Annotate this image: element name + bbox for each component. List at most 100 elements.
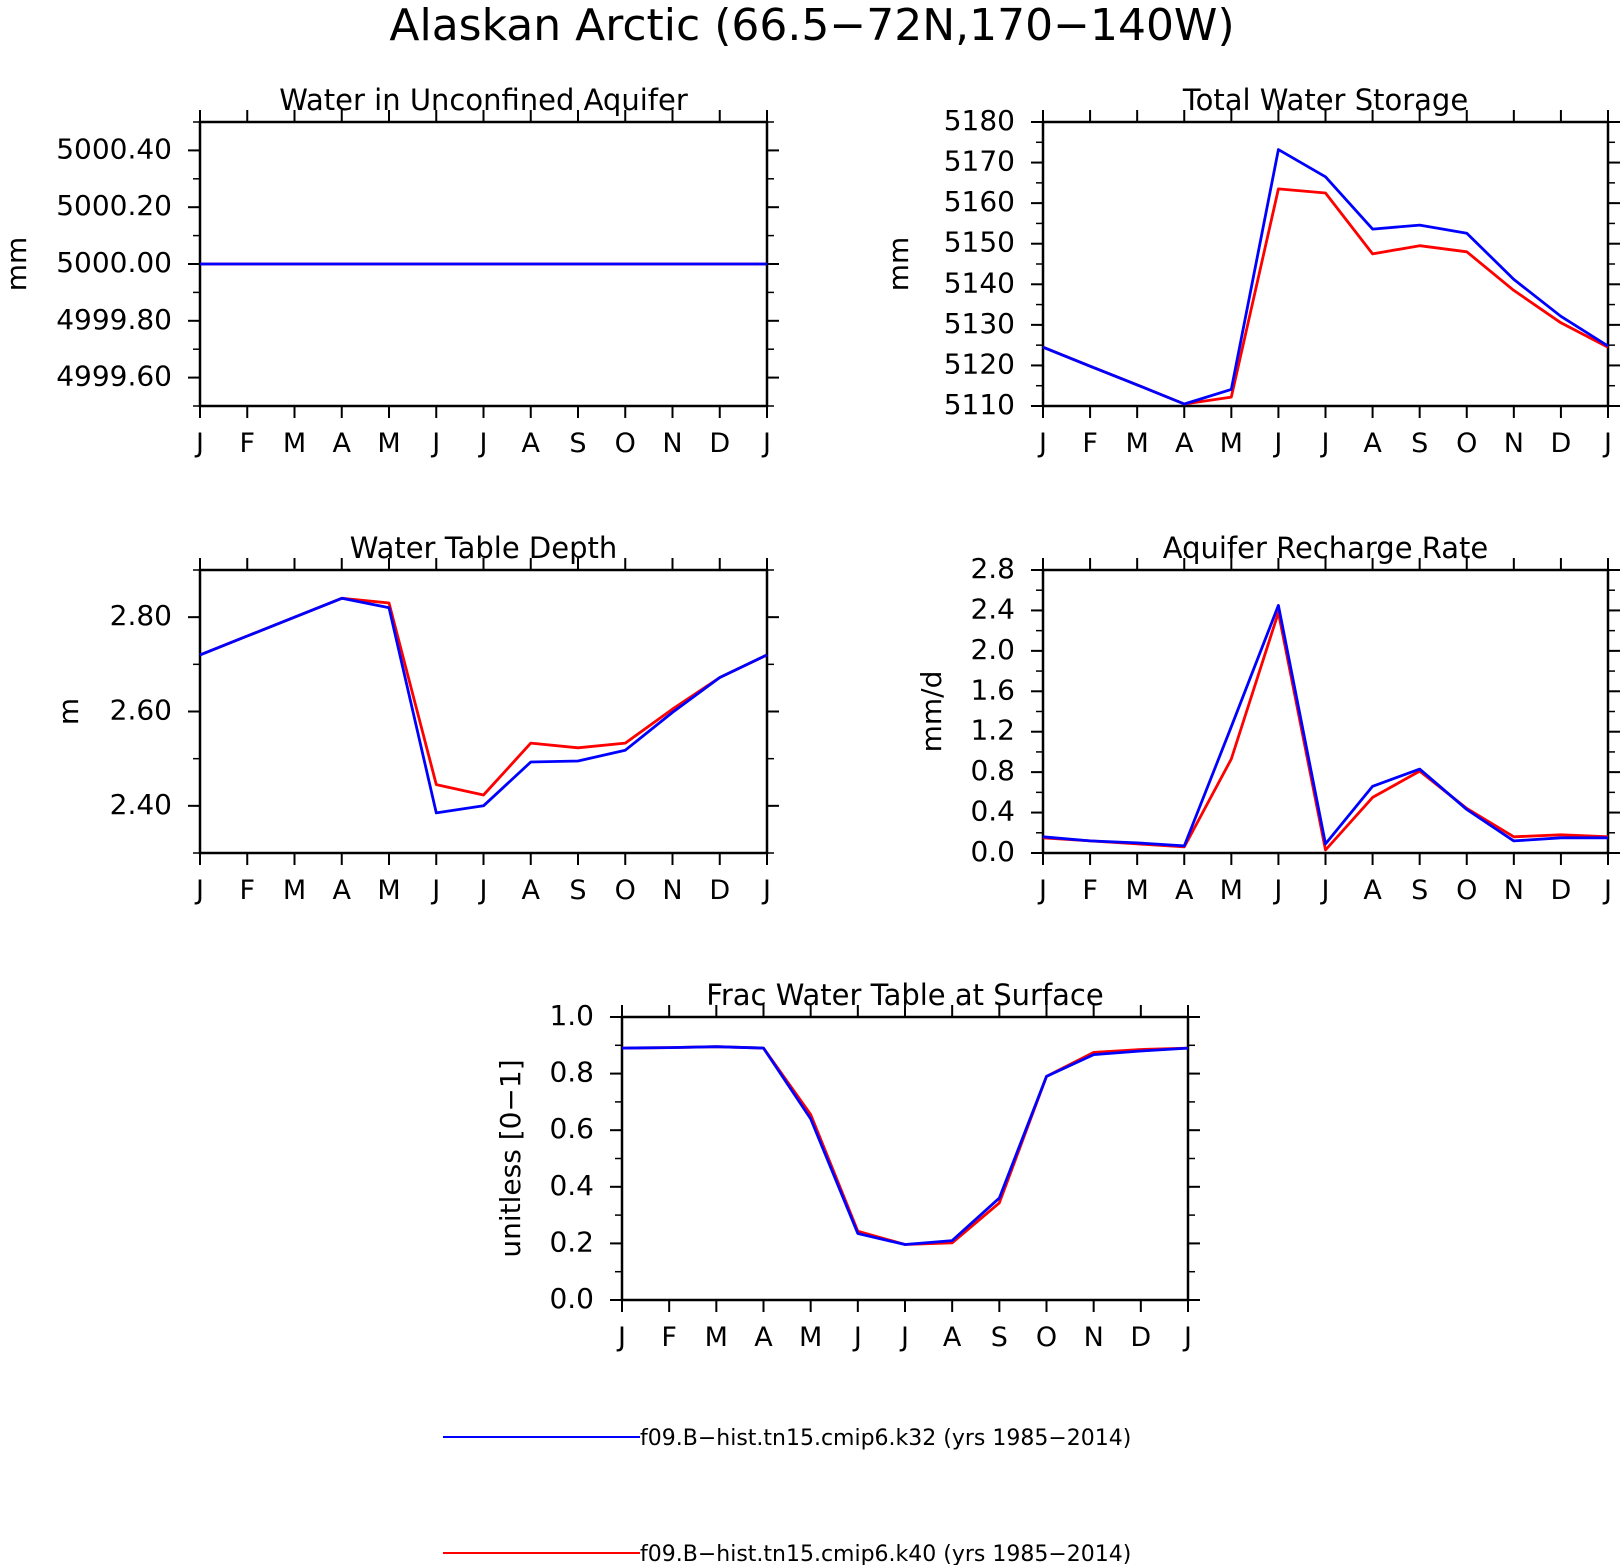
x-tick-label: J [478,875,488,906]
legend-label-k32: f09.B−hist.tn15.cmip6.k32 (yrs 1985−2014… [640,1426,1131,1451]
x-tick-label: A [1175,875,1194,906]
plot-frame [1041,568,1610,855]
y-tick-label: 5140 [944,266,1015,299]
y-tick-label: 0.4 [970,795,1015,828]
series-line [621,1045,1189,1246]
x-tick-label: J [478,428,488,459]
y-tick-label: 0.6 [549,1112,594,1145]
y-tick-label: 1.2 [970,714,1015,747]
x-tick-label: M [1220,875,1243,906]
y-tick-label: 5180 [944,104,1015,137]
x-tick-label: M [377,875,400,906]
x-tick-label: N [662,428,682,459]
x-tick-label: A [333,875,352,906]
y-tick-label: 0.0 [970,835,1015,868]
x-tick-label: J [194,428,204,459]
x-tick-label: D [1551,875,1572,906]
x-tick-label: A [943,1322,962,1353]
y-tick-label: 2.60 [110,694,172,727]
x-tick-label: O [1456,875,1477,906]
figure-title: Alaskan Arctic (66.5−72N,170−140W) [389,0,1234,51]
x-tick-label: O [615,875,636,906]
series-line [1042,187,1609,406]
y-tick-label: 0.4 [549,1169,594,1202]
y-tick-label: 5000.00 [56,246,172,279]
x-tick-label: D [709,428,730,459]
x-tick-label: M [1126,875,1149,906]
y-tick-label: 2.40 [110,788,172,821]
x-tick-label: J [1037,428,1047,459]
x-tick-label: M [377,428,400,459]
series-line [1042,148,1609,406]
y-tick-label: 5000.20 [56,189,172,222]
x-tick-label: J [1272,875,1282,906]
y-tick-label: 4999.60 [56,360,172,393]
y-axis-label: mm [882,237,915,292]
y-tick-label: 4999.80 [56,303,172,336]
series-line [1042,604,1608,848]
y-tick-label: 0.8 [970,754,1015,787]
x-tick-label: O [615,428,636,459]
y-tick-label: 2.80 [110,599,172,632]
x-tick-label: O [1456,428,1477,459]
x-tick-label: A [522,428,541,459]
x-tick-label: A [754,1322,773,1353]
x-tick-label: J [1037,875,1047,906]
x-tick-label: M [705,1322,728,1353]
y-tick-label: 5170 [944,145,1015,178]
series-line [199,596,768,797]
legend: f09.B−hist.tn15.cmip6.k32 (yrs 1985−2014… [443,1426,1131,1565]
x-tick-label: D [1551,428,1572,459]
x-tick-label: F [1082,875,1098,906]
x-tick-label: J [761,428,771,459]
plot-frame [198,568,769,855]
y-tick-label: 5130 [944,307,1015,340]
y-axis-label: unitless [0−1] [494,1059,527,1257]
y-tick-label: 2.0 [970,633,1015,666]
series-line [621,1045,1189,1246]
x-tick-label: J [430,875,440,906]
y-axis-label: mm [0,237,33,292]
x-tick-label: J [1320,875,1330,906]
x-tick-label: M [1220,428,1243,459]
x-tick-label: S [569,875,586,906]
x-tick-label: M [1126,428,1149,459]
y-tick-label: 5110 [944,388,1015,421]
x-tick-label: A [1363,428,1382,459]
series-line [1042,611,1609,852]
x-tick-label: J [430,428,440,459]
plot-frame [1041,120,1610,408]
legend-label-k40: f09.B−hist.tn15.cmip6.k40 (yrs 1985−2014… [640,1542,1131,1565]
y-tick-label: 0.0 [549,1282,594,1315]
plot-frame [620,1015,1190,1302]
x-tick-label: F [239,875,255,906]
y-axis-label: mm/d [915,671,948,753]
x-tick-label: S [1411,875,1428,906]
x-tick-label: M [283,428,306,459]
y-tick-label: 0.2 [549,1225,594,1258]
x-tick-label: S [569,428,586,459]
x-tick-label: S [991,1322,1008,1353]
x-tick-label: O [1036,1322,1057,1353]
x-tick-label: N [662,875,682,906]
x-tick-label: D [709,875,730,906]
x-tick-label: A [1363,875,1382,906]
x-tick-label: N [1504,875,1524,906]
x-tick-label: F [1082,428,1098,459]
y-tick-label: 1.0 [549,999,594,1032]
x-tick-label: M [283,875,306,906]
x-tick-label: J [616,1322,626,1353]
y-tick-label: 5120 [944,347,1015,380]
y-tick-label: 0.8 [549,1056,594,1089]
x-tick-label: F [661,1322,677,1353]
x-tick-label: A [333,428,352,459]
x-tick-label: M [799,1322,822,1353]
x-tick-label: J [1182,1322,1192,1353]
